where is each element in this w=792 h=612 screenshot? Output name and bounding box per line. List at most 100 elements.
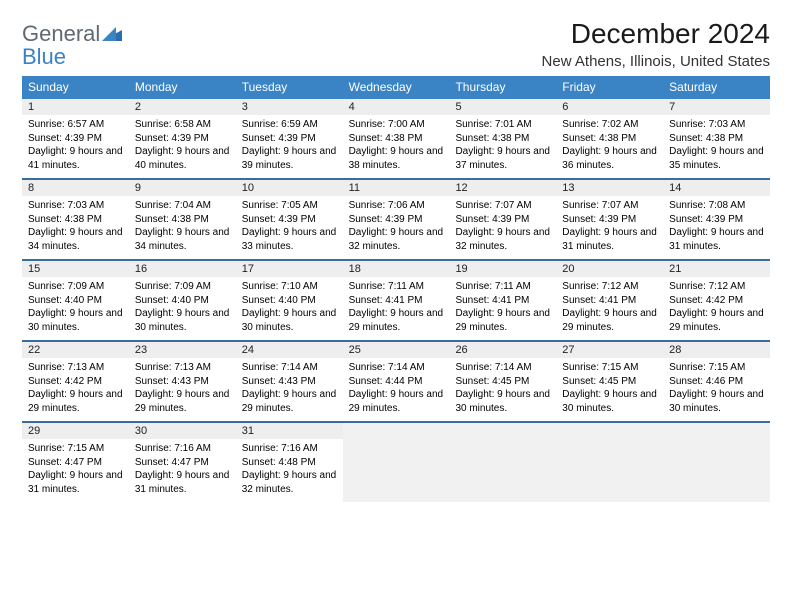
sunset-text: Sunset: 4:41 PM (562, 294, 657, 308)
daylight-text: Daylight: 9 hours and 33 minutes. (242, 226, 337, 253)
day-number: 7 (663, 99, 770, 115)
cell-body: Sunrise: 6:59 AMSunset: 4:39 PMDaylight:… (236, 115, 343, 178)
calendar-cell: 15Sunrise: 7:09 AMSunset: 4:40 PMDayligh… (22, 261, 129, 340)
weeks-container: 1Sunrise: 6:57 AMSunset: 4:39 PMDaylight… (22, 99, 770, 502)
sunset-text: Sunset: 4:39 PM (455, 213, 550, 227)
sunset-text: Sunset: 4:38 PM (349, 132, 444, 146)
day-number: 14 (663, 180, 770, 196)
cell-body: Sunrise: 7:00 AMSunset: 4:38 PMDaylight:… (343, 115, 450, 178)
sunset-text: Sunset: 4:47 PM (28, 456, 123, 470)
sunset-text: Sunset: 4:43 PM (242, 375, 337, 389)
sunset-text: Sunset: 4:42 PM (669, 294, 764, 308)
cell-body: Sunrise: 7:13 AMSunset: 4:42 PMDaylight:… (22, 358, 129, 421)
sunrise-text: Sunrise: 6:58 AM (135, 118, 230, 132)
day-number: 9 (129, 180, 236, 196)
cell-body: Sunrise: 7:15 AMSunset: 4:47 PMDaylight:… (22, 439, 129, 502)
daylight-text: Daylight: 9 hours and 29 minutes. (455, 307, 550, 334)
sunrise-text: Sunrise: 7:13 AM (28, 361, 123, 375)
calendar-cell-empty (343, 423, 450, 502)
cell-body: Sunrise: 6:57 AMSunset: 4:39 PMDaylight:… (22, 115, 129, 178)
calendar-cell: 16Sunrise: 7:09 AMSunset: 4:40 PMDayligh… (129, 261, 236, 340)
cell-body: Sunrise: 7:07 AMSunset: 4:39 PMDaylight:… (556, 196, 663, 259)
daylight-text: Daylight: 9 hours and 30 minutes. (562, 388, 657, 415)
day-header: Saturday (663, 76, 770, 99)
sunrise-text: Sunrise: 7:16 AM (242, 442, 337, 456)
cell-body: Sunrise: 7:02 AMSunset: 4:38 PMDaylight:… (556, 115, 663, 178)
day-number: 5 (449, 99, 556, 115)
daylight-text: Daylight: 9 hours and 29 minutes. (349, 388, 444, 415)
sunset-text: Sunset: 4:44 PM (349, 375, 444, 389)
daylight-text: Daylight: 9 hours and 31 minutes. (669, 226, 764, 253)
day-number: 20 (556, 261, 663, 277)
sunset-text: Sunset: 4:39 PM (28, 132, 123, 146)
logo-word-general: General (22, 21, 100, 46)
sunrise-text: Sunrise: 7:15 AM (28, 442, 123, 456)
daylight-text: Daylight: 9 hours and 40 minutes. (135, 145, 230, 172)
sunset-text: Sunset: 4:43 PM (135, 375, 230, 389)
sunrise-text: Sunrise: 7:11 AM (455, 280, 550, 294)
cell-body: Sunrise: 7:01 AMSunset: 4:38 PMDaylight:… (449, 115, 556, 178)
calendar-cell: 28Sunrise: 7:15 AMSunset: 4:46 PMDayligh… (663, 342, 770, 421)
week-row: 22Sunrise: 7:13 AMSunset: 4:42 PMDayligh… (22, 340, 770, 421)
sunrise-text: Sunrise: 7:10 AM (242, 280, 337, 294)
sunset-text: Sunset: 4:39 PM (242, 132, 337, 146)
daylight-text: Daylight: 9 hours and 30 minutes. (455, 388, 550, 415)
day-number (663, 423, 770, 439)
day-number: 23 (129, 342, 236, 358)
sunset-text: Sunset: 4:41 PM (349, 294, 444, 308)
day-number: 3 (236, 99, 343, 115)
day-header: Wednesday (343, 76, 450, 99)
cell-body: Sunrise: 7:08 AMSunset: 4:39 PMDaylight:… (663, 196, 770, 259)
sunset-text: Sunset: 4:39 PM (135, 132, 230, 146)
calendar-cell: 27Sunrise: 7:15 AMSunset: 4:45 PMDayligh… (556, 342, 663, 421)
cell-body: Sunrise: 7:09 AMSunset: 4:40 PMDaylight:… (129, 277, 236, 340)
daylight-text: Daylight: 9 hours and 29 minutes. (669, 307, 764, 334)
calendar-cell: 1Sunrise: 6:57 AMSunset: 4:39 PMDaylight… (22, 99, 129, 178)
day-header: Friday (556, 76, 663, 99)
sunset-text: Sunset: 4:46 PM (669, 375, 764, 389)
calendar: SundayMondayTuesdayWednesdayThursdayFrid… (22, 76, 770, 502)
logo-mark-icon (102, 22, 122, 45)
sunset-text: Sunset: 4:38 PM (562, 132, 657, 146)
sunset-text: Sunset: 4:41 PM (455, 294, 550, 308)
daylight-text: Daylight: 9 hours and 29 minutes. (242, 388, 337, 415)
cell-body: Sunrise: 7:16 AMSunset: 4:47 PMDaylight:… (129, 439, 236, 502)
cell-body: Sunrise: 7:14 AMSunset: 4:44 PMDaylight:… (343, 358, 450, 421)
day-number: 6 (556, 99, 663, 115)
sunset-text: Sunset: 4:39 PM (562, 213, 657, 227)
week-row: 1Sunrise: 6:57 AMSunset: 4:39 PMDaylight… (22, 99, 770, 178)
calendar-cell: 8Sunrise: 7:03 AMSunset: 4:38 PMDaylight… (22, 180, 129, 259)
sunrise-text: Sunrise: 7:06 AM (349, 199, 444, 213)
logo: General Blue (22, 18, 122, 68)
sunrise-text: Sunrise: 7:01 AM (455, 118, 550, 132)
calendar-cell-empty (449, 423, 556, 502)
sunrise-text: Sunrise: 7:15 AM (669, 361, 764, 375)
calendar-cell: 6Sunrise: 7:02 AMSunset: 4:38 PMDaylight… (556, 99, 663, 178)
cell-body: Sunrise: 7:03 AMSunset: 4:38 PMDaylight:… (22, 196, 129, 259)
sunset-text: Sunset: 4:48 PM (242, 456, 337, 470)
day-number: 26 (449, 342, 556, 358)
sunrise-text: Sunrise: 7:05 AM (242, 199, 337, 213)
header: General Blue December 2024 New Athens, I… (22, 18, 770, 70)
day-header: Tuesday (236, 76, 343, 99)
sunset-text: Sunset: 4:38 PM (135, 213, 230, 227)
sunrise-text: Sunrise: 6:57 AM (28, 118, 123, 132)
sunrise-text: Sunrise: 7:11 AM (349, 280, 444, 294)
daylight-text: Daylight: 9 hours and 32 minutes. (242, 469, 337, 496)
cell-body: Sunrise: 7:16 AMSunset: 4:48 PMDaylight:… (236, 439, 343, 502)
week-row: 8Sunrise: 7:03 AMSunset: 4:38 PMDaylight… (22, 178, 770, 259)
month-title: December 2024 (542, 18, 770, 50)
day-number: 2 (129, 99, 236, 115)
daylight-text: Daylight: 9 hours and 29 minutes. (28, 388, 123, 415)
calendar-cell: 12Sunrise: 7:07 AMSunset: 4:39 PMDayligh… (449, 180, 556, 259)
day-number: 16 (129, 261, 236, 277)
sunrise-text: Sunrise: 7:16 AM (135, 442, 230, 456)
cell-body: Sunrise: 7:14 AMSunset: 4:45 PMDaylight:… (449, 358, 556, 421)
calendar-cell: 3Sunrise: 6:59 AMSunset: 4:39 PMDaylight… (236, 99, 343, 178)
day-number: 29 (22, 423, 129, 439)
day-number (449, 423, 556, 439)
cell-body: Sunrise: 7:03 AMSunset: 4:38 PMDaylight:… (663, 115, 770, 178)
week-row: 15Sunrise: 7:09 AMSunset: 4:40 PMDayligh… (22, 259, 770, 340)
calendar-cell: 4Sunrise: 7:00 AMSunset: 4:38 PMDaylight… (343, 99, 450, 178)
daylight-text: Daylight: 9 hours and 31 minutes. (135, 469, 230, 496)
